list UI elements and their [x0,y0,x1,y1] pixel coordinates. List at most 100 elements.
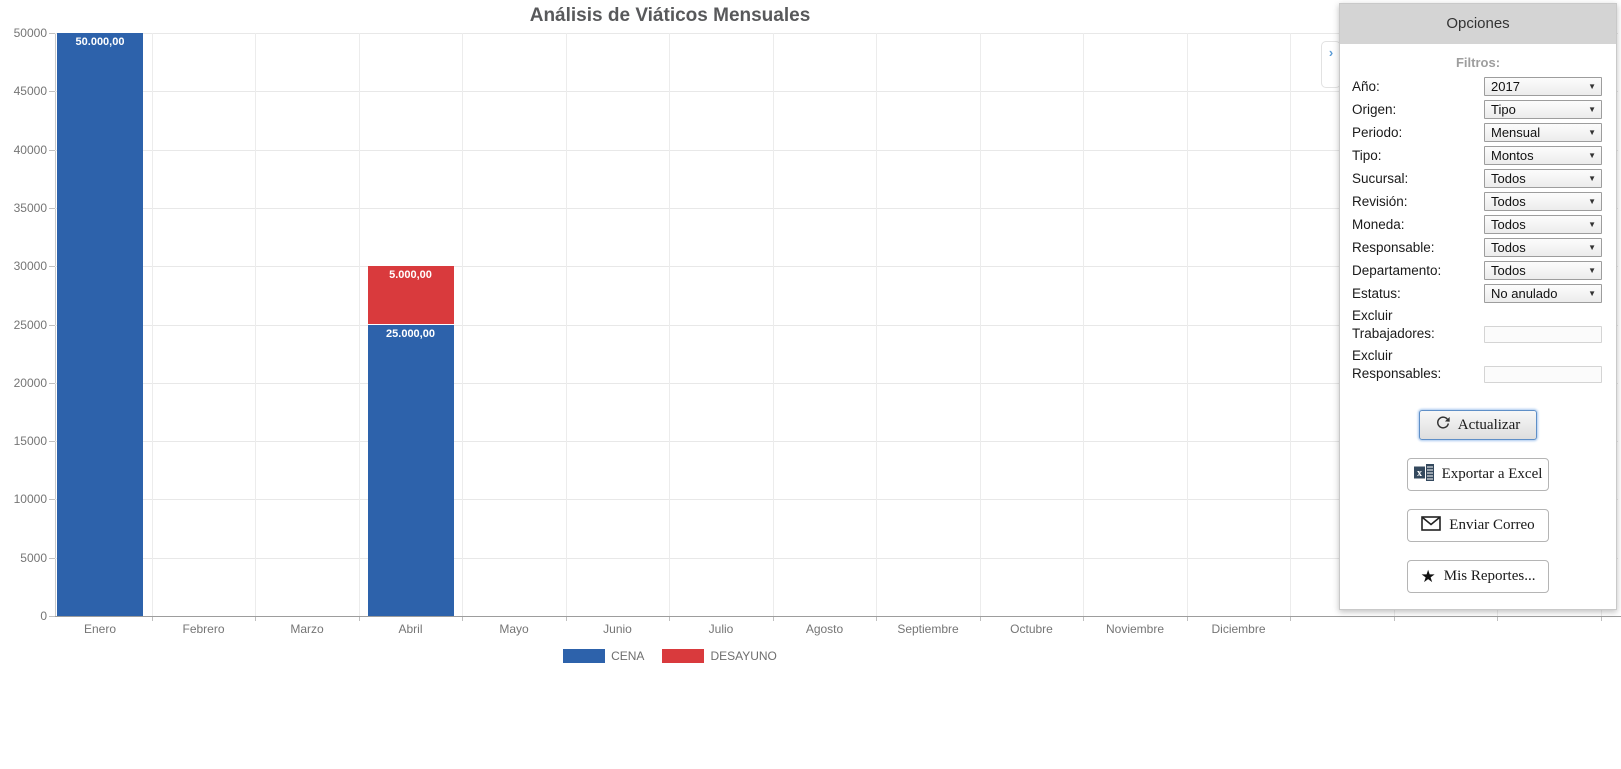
filter-label-responsable: Responsable: [1352,239,1435,255]
y-axis-tick [49,33,55,34]
filter-select-departamento[interactable]: Todos ▼ [1484,260,1602,280]
vertical-gridline [669,33,671,616]
x-axis-label-febrero: Febrero [182,622,225,636]
legend-item-desayuno[interactable]: DESAYUNO [662,649,777,663]
mis-reportes-button[interactable]: ★ Mis Reportes... [1407,560,1549,593]
x-axis-label-junio: Junio [603,622,632,636]
filter-label-revision: Revisión: [1352,193,1408,209]
legend-swatch-desayuno [662,649,705,663]
legend-item-cena[interactable]: CENA [563,649,644,663]
dropdown-arrow-icon: ▼ [1588,265,1596,275]
bar-segment-desayuno-abril[interactable]: 5.000,00 [367,266,454,325]
exportar-excel-button[interactable]: x Exportar a Excel [1407,458,1549,491]
filter-label-estatus: Estatus: [1352,285,1401,301]
svg-text:x: x [1417,468,1422,479]
y-axis-label: 0 [40,609,47,623]
actualizar-button[interactable]: Actualizar [1419,410,1537,440]
excluir-trabajadores-input[interactable] [1484,326,1602,343]
bar-segment-cena-abril[interactable]: 25.000,00 [367,324,454,616]
y-axis-tick [49,616,55,617]
filter-row-tipo: Tipo: Montos ▼ [1340,144,1616,166]
x-axis-label-marzo: Marzo [290,622,324,636]
x-axis-label-septiembre: Septiembre [897,622,959,636]
vertical-gridline [979,33,981,616]
vertical-gridline [876,33,878,616]
label-excluir-trabajadores: Excluir Trabajadores: [1352,308,1435,341]
filter-label-moneda: Moneda: [1352,216,1405,232]
enviar-correo-button[interactable]: Enviar Correo [1407,509,1549,542]
y-axis-tick [49,499,55,501]
y-axis-label: 50000 [13,26,47,40]
filter-select-moneda[interactable]: Todos ▼ [1484,214,1602,234]
y-axis-tick [49,149,55,151]
dropdown-arrow-icon: ▼ [1588,81,1596,91]
filter-row-origen: Origen: Tipo ▼ [1340,98,1616,120]
y-axis-tick [49,441,55,443]
y-axis-label: 40000 [13,142,47,157]
horizontal-gridline [55,33,1618,34]
filter-value-sucursal: Todos [1491,170,1526,186]
vertical-gridline [255,33,257,616]
refresh-icon [1436,415,1450,435]
exclude-row-excluir-trabajadores: Excluir Trabajadores: [1340,305,1616,345]
filter-select-revision[interactable]: Todos ▼ [1484,191,1602,211]
y-axis-label: 25000 [13,317,47,332]
reportes-label: Mis Reportes... [1443,568,1536,584]
filter-value-ano: 2017 [1491,78,1520,94]
vertical-gridline [565,33,567,616]
filter-select-estatus[interactable]: No anulado ▼ [1484,283,1602,303]
vertical-gridline [358,33,360,616]
x-axis-label-noviembre: Noviembre [1105,622,1165,636]
legend-label-cena: CENA [611,649,645,663]
x-axis-tick [255,617,257,621]
filter-value-departamento: Todos [1491,262,1526,278]
y-axis-tick [49,382,55,384]
x-axis-label-julio: Julio [708,622,734,636]
excluir-responsables-input[interactable] [1484,366,1602,383]
filter-select-origen[interactable]: Tipo ▼ [1484,99,1602,119]
exclude-rows: Excluir Trabajadores: Excluir Responsables: [1340,305,1616,385]
x-axis-label-diciembre: Diciembre [1211,622,1266,636]
filter-select-periodo[interactable]: Mensual ▼ [1484,122,1602,142]
dropdown-arrow-icon: ▼ [1588,127,1596,137]
filter-label-origen: Origen: [1352,101,1397,117]
x-axis-label-agosto: Agosto [805,622,844,636]
filter-row-estatus: Estatus: No anulado ▼ [1340,282,1616,304]
filter-select-ano[interactable]: 2017 ▼ [1484,76,1602,96]
filter-select-responsable[interactable]: Todos ▼ [1484,237,1602,257]
y-axis-label: 20000 [13,375,47,390]
filter-select-sucursal[interactable]: Todos ▼ [1484,168,1602,188]
x-axis-tick [1186,617,1188,621]
dropdown-arrow-icon: ▼ [1588,150,1596,160]
vertical-gridline [1290,33,1292,616]
filter-value-responsable: Todos [1491,239,1526,255]
y-axis-label: 5000 [20,550,47,565]
y-axis-label: 45000 [13,84,47,99]
panel-collapse-toggle[interactable]: › [1321,41,1341,88]
bar-segment-cena-enero[interactable]: 50.000,00 [57,33,143,616]
filter-rows: Año: 2017 ▼ Origen: Tipo ▼ Periodo: Mensual ▼ Tip… [1340,75,1616,304]
star-icon: ★ [1420,567,1436,586]
filter-label-sucursal: Sucursal: [1352,170,1409,186]
horizontal-gridline [55,557,1618,559]
filter-value-revision: Todos [1491,193,1526,209]
x-axis-tick [151,617,153,621]
panel-buttons: Actualizar x Exportar a Excel [1340,410,1616,593]
y-axis-tick [49,207,55,209]
x-axis-label-octubre: Octubre [1010,622,1053,636]
filters-heading: Filtros: [1455,55,1501,70]
vertical-gridline [151,33,153,616]
vertical-gridline [1186,33,1188,616]
horizontal-gridline [55,499,1618,501]
x-axis-tick [669,617,671,621]
y-axis-label: 35000 [13,200,47,215]
bar-value-label: 25.000,00 [386,327,435,340]
y-axis-tick [49,266,55,268]
filter-label-ano: Año: [1352,78,1380,94]
x-axis-label-abril: Abril [398,622,423,636]
filter-select-tipo[interactable]: Montos ▼ [1484,145,1602,165]
y-axis-label: 10000 [13,492,47,507]
x-axis-tick [876,617,878,621]
y-axis-tick [49,324,55,326]
x-axis-tick [1290,617,1292,621]
